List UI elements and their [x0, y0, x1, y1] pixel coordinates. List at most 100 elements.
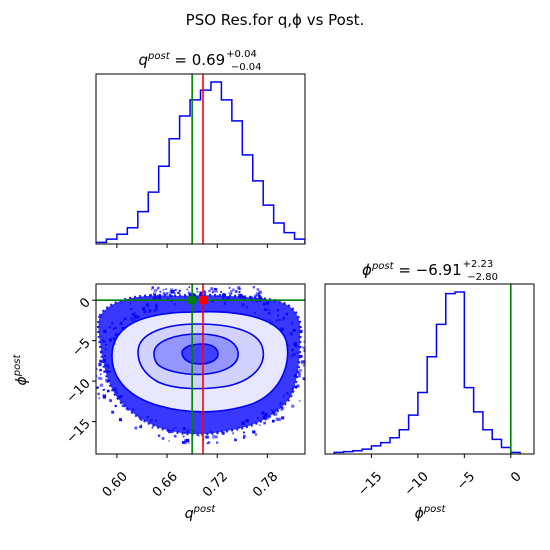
scatter-point: [103, 396, 107, 400]
scatter-point: [238, 287, 241, 291]
scatter-point: [206, 435, 209, 439]
scatter-point: [199, 291, 203, 295]
scatter-point: [237, 293, 242, 297]
scatter-point: [226, 296, 230, 301]
scatter-point: [258, 424, 261, 427]
scatter-point: [282, 319, 284, 322]
scatter-point: [93, 375, 95, 377]
scatter-point: [140, 419, 143, 421]
scatter-point: [91, 362, 94, 365]
scatter-point: [275, 417, 279, 421]
scatter-point: [223, 300, 226, 303]
scatter-point: [131, 319, 134, 322]
scatter-point: [174, 288, 177, 292]
scatter-point: [122, 319, 125, 322]
scatter-point: [299, 354, 302, 358]
q-histogram: [96, 81, 305, 244]
scatter-point: [301, 355, 303, 358]
scatter-point: [295, 344, 298, 348]
scatter-point: [245, 419, 249, 423]
scatter-point: [277, 314, 280, 317]
joint-x-tick-label: 0.66: [150, 469, 181, 500]
scatter-point: [139, 425, 142, 429]
scatter-point: [114, 404, 117, 408]
scatter-point: [265, 301, 270, 305]
phi-x-tick-label: −10: [402, 469, 432, 499]
scatter-point: [222, 293, 226, 296]
phi-marginal-panel: ϕpost = −6.91+2.23 −2.80 −15 −10 −5 0 ϕpost: [324, 259, 535, 522]
phi-x-tick-label: 0: [508, 469, 524, 485]
scatter-point: [121, 404, 125, 408]
scatter-point: [307, 348, 310, 351]
phi-hist-bin: [399, 430, 408, 454]
scatter-point: [97, 392, 100, 396]
scatter-point: [249, 295, 253, 299]
scatter-point: [188, 286, 191, 288]
scatter-point: [137, 415, 140, 418]
scatter-point: [103, 329, 107, 333]
scatter-point: [133, 318, 136, 321]
q-hist-bin: [274, 223, 284, 244]
scatter-point: [140, 424, 143, 427]
scatter-point: [105, 363, 109, 368]
scatter-point: [99, 373, 102, 376]
scatter-point: [281, 416, 285, 420]
scatter-point: [131, 408, 135, 411]
scatter-point: [232, 297, 235, 300]
scatter-point: [197, 434, 200, 437]
scatter-point: [241, 421, 245, 425]
q-hist-bin: [221, 100, 231, 244]
scatter-point: [154, 303, 158, 307]
q-marginal-reference-lines: [191, 74, 204, 244]
scatter-point: [258, 296, 262, 300]
scatter-point: [100, 377, 103, 380]
scatter-point: [87, 375, 90, 378]
scatter-point: [306, 384, 309, 387]
scatter-point: [282, 317, 285, 320]
q-marginal-ticks: [116, 244, 268, 248]
scatter-point: [310, 349, 312, 351]
scatter-point: [102, 358, 107, 363]
phi-hist-bin: [483, 430, 492, 454]
scatter-point: [263, 415, 267, 419]
scatter-point: [260, 297, 264, 301]
joint-y-tick-label: −10: [64, 376, 94, 406]
scatter-point: [206, 442, 209, 445]
scatter-point: [105, 378, 109, 382]
phi-hist-bin: [492, 439, 501, 454]
scatter-point: [186, 438, 190, 443]
phi-hist-bin: [436, 324, 445, 454]
joint-x-ticks: 0.60 0.66 0.72 0.78: [100, 454, 281, 500]
scatter-point: [273, 412, 278, 416]
phi-hist-bin: [418, 392, 427, 454]
scatter-point: [114, 326, 117, 329]
scatter-point: [157, 434, 161, 437]
scatter-point: [230, 290, 233, 293]
scatter-point: [201, 435, 203, 437]
scatter-point: [231, 288, 235, 292]
scatter-point: [133, 315, 137, 319]
scatter-point: [151, 427, 154, 429]
scatter-point: [241, 295, 245, 299]
scatter-point: [103, 370, 106, 373]
scatter-point: [107, 379, 110, 382]
scatter-point: [203, 291, 207, 294]
scatter-point: [286, 392, 288, 394]
scatter-point: [168, 440, 170, 442]
scatter-point: [142, 307, 146, 311]
scatter-point: [291, 404, 295, 408]
scatter-point: [171, 289, 175, 294]
phi-hist-bin: [474, 412, 483, 454]
scatter-point: [279, 402, 283, 406]
scatter-point: [129, 302, 132, 305]
q-hist-bin: [284, 233, 294, 244]
scatter-point: [294, 385, 297, 388]
scatter-point: [151, 286, 154, 289]
q-hist-outline: [96, 81, 305, 244]
scatter-point: [290, 355, 293, 358]
scatter-point: [106, 389, 110, 393]
joint-x-tick-label: 0.60: [100, 469, 131, 500]
scatter-point: [291, 391, 294, 394]
scatter-point: [152, 292, 157, 296]
